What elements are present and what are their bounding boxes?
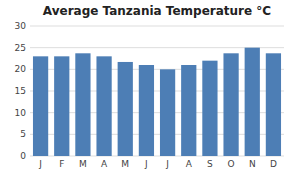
x-axis: JFMAMJJASOND	[38, 159, 277, 169]
y-tick-label: 0	[20, 151, 26, 161]
x-tick-label: M	[79, 159, 87, 169]
x-tick-label: J	[165, 159, 169, 169]
x-tick-label: N	[249, 159, 256, 169]
y-tick-label: 20	[15, 64, 27, 74]
x-tick-label: J	[144, 159, 148, 169]
grid	[30, 26, 284, 156]
x-tick-label: D	[270, 159, 277, 169]
y-tick-label: 10	[15, 108, 27, 118]
y-tick-label: 25	[15, 43, 26, 53]
x-tick-label: F	[59, 159, 64, 169]
x-tick-label: J	[38, 159, 42, 169]
bar	[75, 53, 90, 156]
bar	[202, 61, 217, 156]
x-tick-label: M	[121, 159, 129, 169]
bar	[223, 53, 238, 156]
bar	[160, 69, 175, 156]
bar	[181, 65, 196, 156]
y-tick-label: 15	[15, 86, 26, 96]
grid-line	[30, 26, 284, 27]
bar	[96, 56, 111, 156]
bar	[245, 48, 260, 156]
x-tick-label: A	[186, 159, 193, 169]
bar	[33, 56, 48, 156]
x-tick-label: A	[101, 159, 108, 169]
y-axis: 0 5 10 15 20 25 30	[15, 21, 27, 161]
bars	[33, 48, 281, 156]
bar	[54, 56, 69, 156]
chart-title: Average Tanzania Temperature °C	[43, 4, 272, 18]
y-tick-label: 5	[20, 129, 26, 139]
bar	[118, 62, 133, 156]
chart-container: Average Tanzania Temperature °C 0 5 10 15 20 2…	[0, 0, 290, 174]
chart-svg: Average Tanzania Temperature °C 0 5 10 15 20 2…	[0, 0, 290, 174]
x-tick-label: S	[207, 159, 213, 169]
y-tick-label: 30	[15, 21, 27, 31]
x-tick-label: O	[228, 159, 235, 169]
bar	[139, 65, 154, 156]
bar	[266, 53, 281, 156]
